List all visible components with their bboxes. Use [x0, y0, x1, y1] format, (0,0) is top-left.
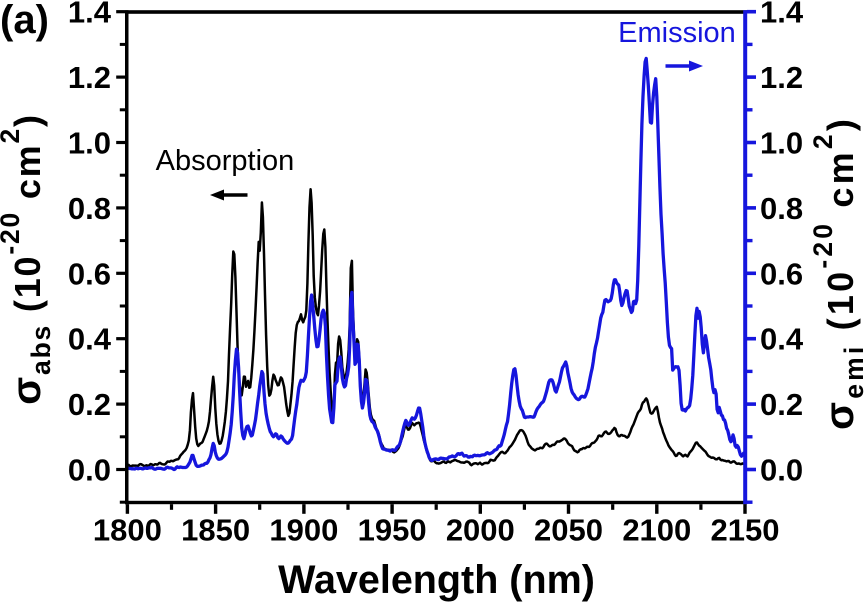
svg-text:2050: 2050	[534, 513, 603, 548]
svg-text:(a): (a)	[0, 0, 49, 42]
svg-text:1850: 1850	[181, 513, 250, 548]
svg-text:σabs (10-20 cm2): σabs (10-20 cm2)	[0, 113, 56, 405]
svg-text:1.2: 1.2	[760, 60, 803, 95]
svg-text:1950: 1950	[358, 513, 427, 548]
svg-text:1900: 1900	[269, 513, 338, 548]
svg-text:2000: 2000	[446, 513, 515, 548]
svg-text:0.0: 0.0	[760, 453, 803, 488]
svg-text:Emission: Emission	[618, 17, 736, 49]
svg-text:0.6: 0.6	[760, 256, 803, 291]
svg-text:2150: 2150	[711, 513, 780, 548]
svg-text:Absorption: Absorption	[156, 145, 295, 177]
svg-text:0.8: 0.8	[68, 191, 111, 226]
svg-text:0.4: 0.4	[68, 322, 112, 357]
svg-text:1.0: 1.0	[68, 126, 111, 161]
svg-text:1.0: 1.0	[760, 126, 803, 161]
svg-text:1.4: 1.4	[760, 0, 804, 30]
svg-text:2100: 2100	[622, 513, 691, 548]
svg-text:0.2: 0.2	[760, 387, 803, 422]
svg-text:1800: 1800	[93, 513, 162, 548]
svg-text:Wavelength (nm): Wavelength (nm)	[278, 558, 595, 602]
svg-text:1.4: 1.4	[68, 0, 112, 30]
svg-text:1.2: 1.2	[68, 60, 111, 95]
svg-text:0.4: 0.4	[760, 322, 804, 357]
svg-text:0.0: 0.0	[68, 453, 111, 488]
svg-text:0.6: 0.6	[68, 256, 111, 291]
svg-text:0.2: 0.2	[68, 387, 111, 422]
svg-text:0.8: 0.8	[760, 191, 803, 226]
svg-text:σemi (10-20 cm2): σemi (10-20 cm2)	[808, 116, 866, 430]
